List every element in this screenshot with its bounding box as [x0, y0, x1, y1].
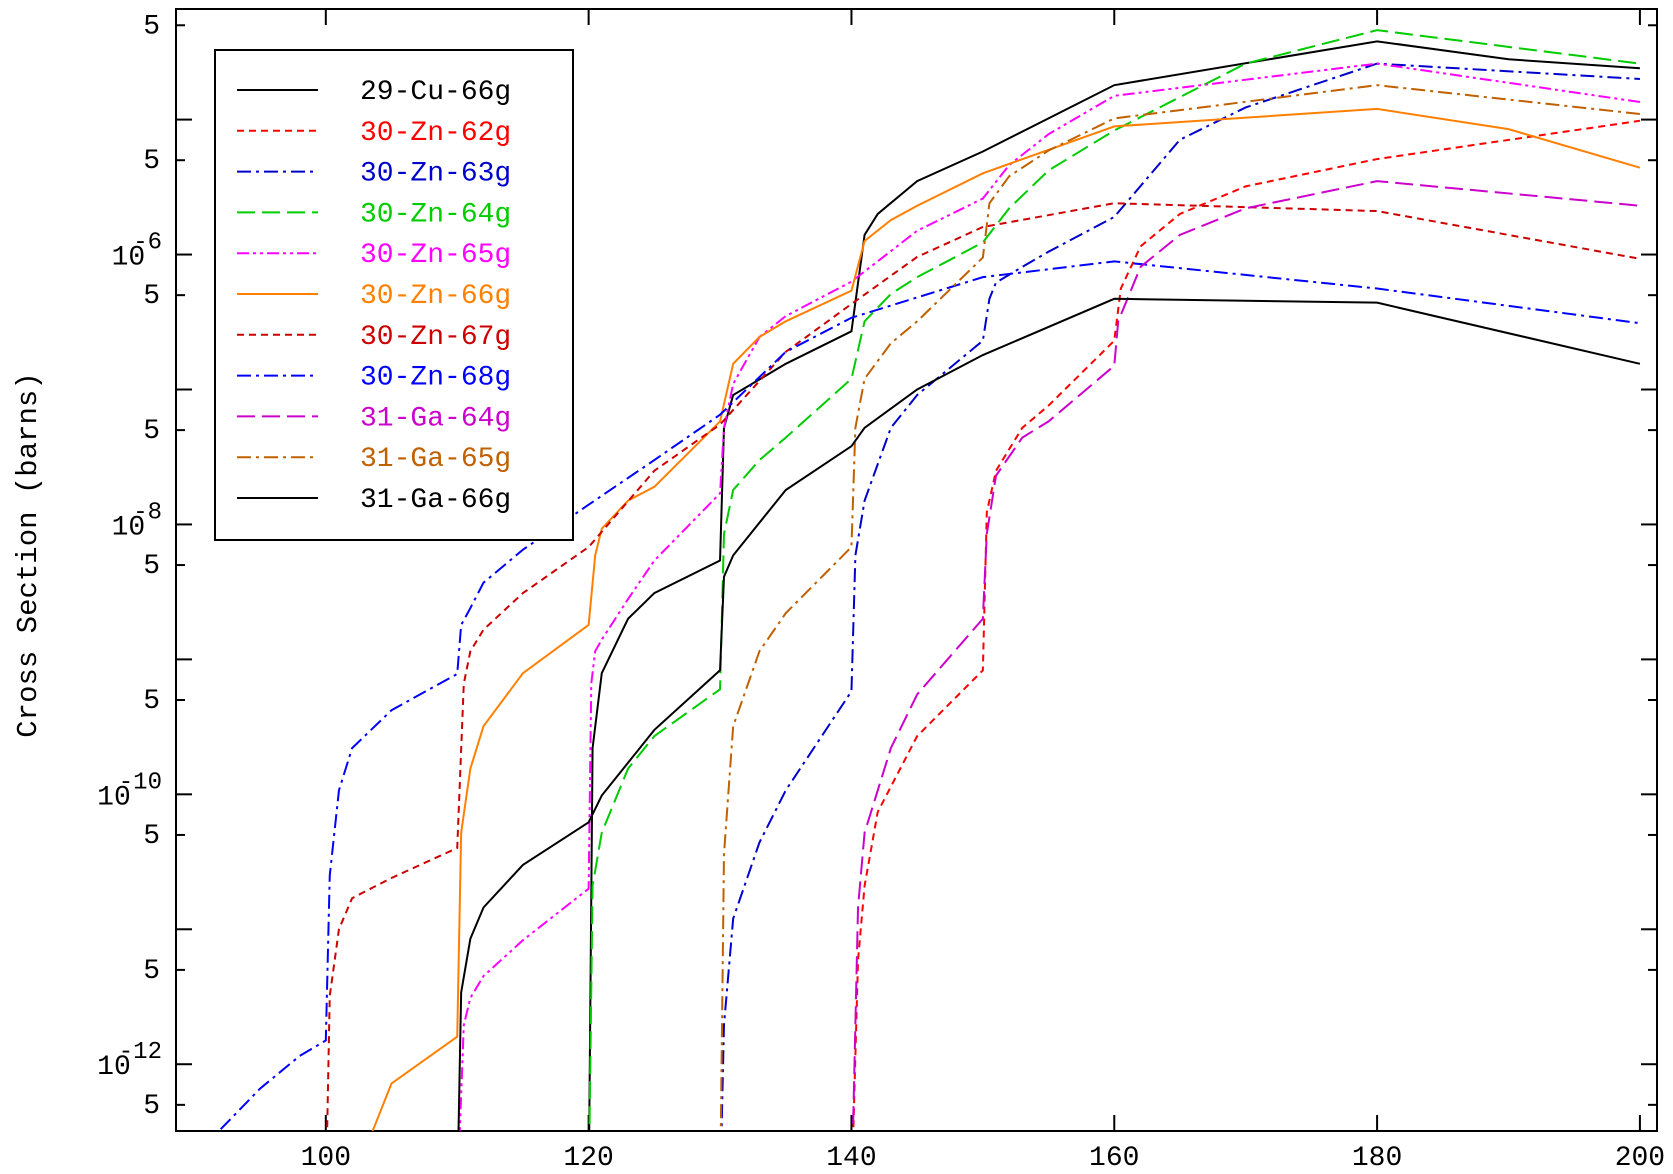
series-line: [588, 40, 1640, 1131]
y-tick-label: 5: [143, 1091, 160, 1122]
tick-base: 10: [112, 512, 146, 543]
tick-exponent: -12: [119, 1039, 162, 1066]
legend-label: 30-Zn-65g: [360, 240, 511, 271]
legend-label: 31-Ga-64g: [360, 403, 511, 434]
tick-exponent: -6: [133, 230, 162, 257]
y-tick-label: 10-12: [97, 1039, 162, 1083]
legend-label: 30-Zn-68g: [360, 363, 511, 394]
y-axis-label: Cross Section (barns): [12, 372, 45, 737]
legend-label: 30-Zn-67g: [360, 322, 511, 353]
x-tick-label: 120: [563, 1143, 613, 1174]
y-tick-label: 5: [143, 281, 160, 312]
tick-base: 10: [97, 782, 131, 813]
series-line: [457, 297, 1641, 1131]
tick-base: 10: [97, 1052, 131, 1083]
y-tick-label: 10-6: [112, 230, 162, 274]
x-tick-label: 160: [1089, 1143, 1139, 1174]
series-line: [371, 107, 1641, 1131]
legend-label: 31-Ga-66g: [360, 485, 511, 516]
x-tick-label: 140: [826, 1143, 876, 1174]
series-line: [720, 62, 1640, 1131]
x-tick-label: 180: [1352, 1143, 1402, 1174]
y-tick-label: 5: [143, 146, 160, 177]
y-tick-label: 5: [143, 821, 160, 852]
y-tick-label: 5: [143, 956, 160, 987]
series-line: [326, 202, 1641, 1131]
legend-label: 30-Zn-63g: [360, 159, 511, 190]
series-line: [458, 62, 1641, 1131]
x-tick-label: 200: [1615, 1143, 1665, 1174]
y-tick-label: 10-8: [112, 499, 162, 543]
legend-label: 29-Cu-66g: [360, 77, 511, 108]
tick-base: 10: [112, 243, 146, 274]
series-line: [588, 29, 1641, 1131]
series-line: [851, 180, 1641, 1131]
series-line: [852, 119, 1641, 1131]
y-tick-label: 10-10: [97, 769, 162, 813]
series-line: [219, 260, 1641, 1130]
y-tick-label: 5: [143, 551, 160, 582]
legend-label: 30-Zn-64g: [360, 199, 511, 230]
plot-area: [219, 29, 1641, 1131]
y-tick-label: 5: [143, 416, 160, 447]
legend-label: 31-Ga-65g: [360, 444, 511, 475]
tick-exponent: -8: [133, 499, 162, 526]
series-line: [719, 84, 1641, 1131]
x-tick-label: 100: [301, 1143, 351, 1174]
legend-label: 30-Zn-62g: [360, 118, 511, 149]
y-tick-label: 5: [143, 11, 160, 42]
y-tick-label: 5: [143, 686, 160, 717]
plot-frame: [175, 8, 1658, 1132]
tick-exponent: -10: [119, 769, 162, 796]
legend-label: 30-Zn-66g: [360, 281, 511, 312]
